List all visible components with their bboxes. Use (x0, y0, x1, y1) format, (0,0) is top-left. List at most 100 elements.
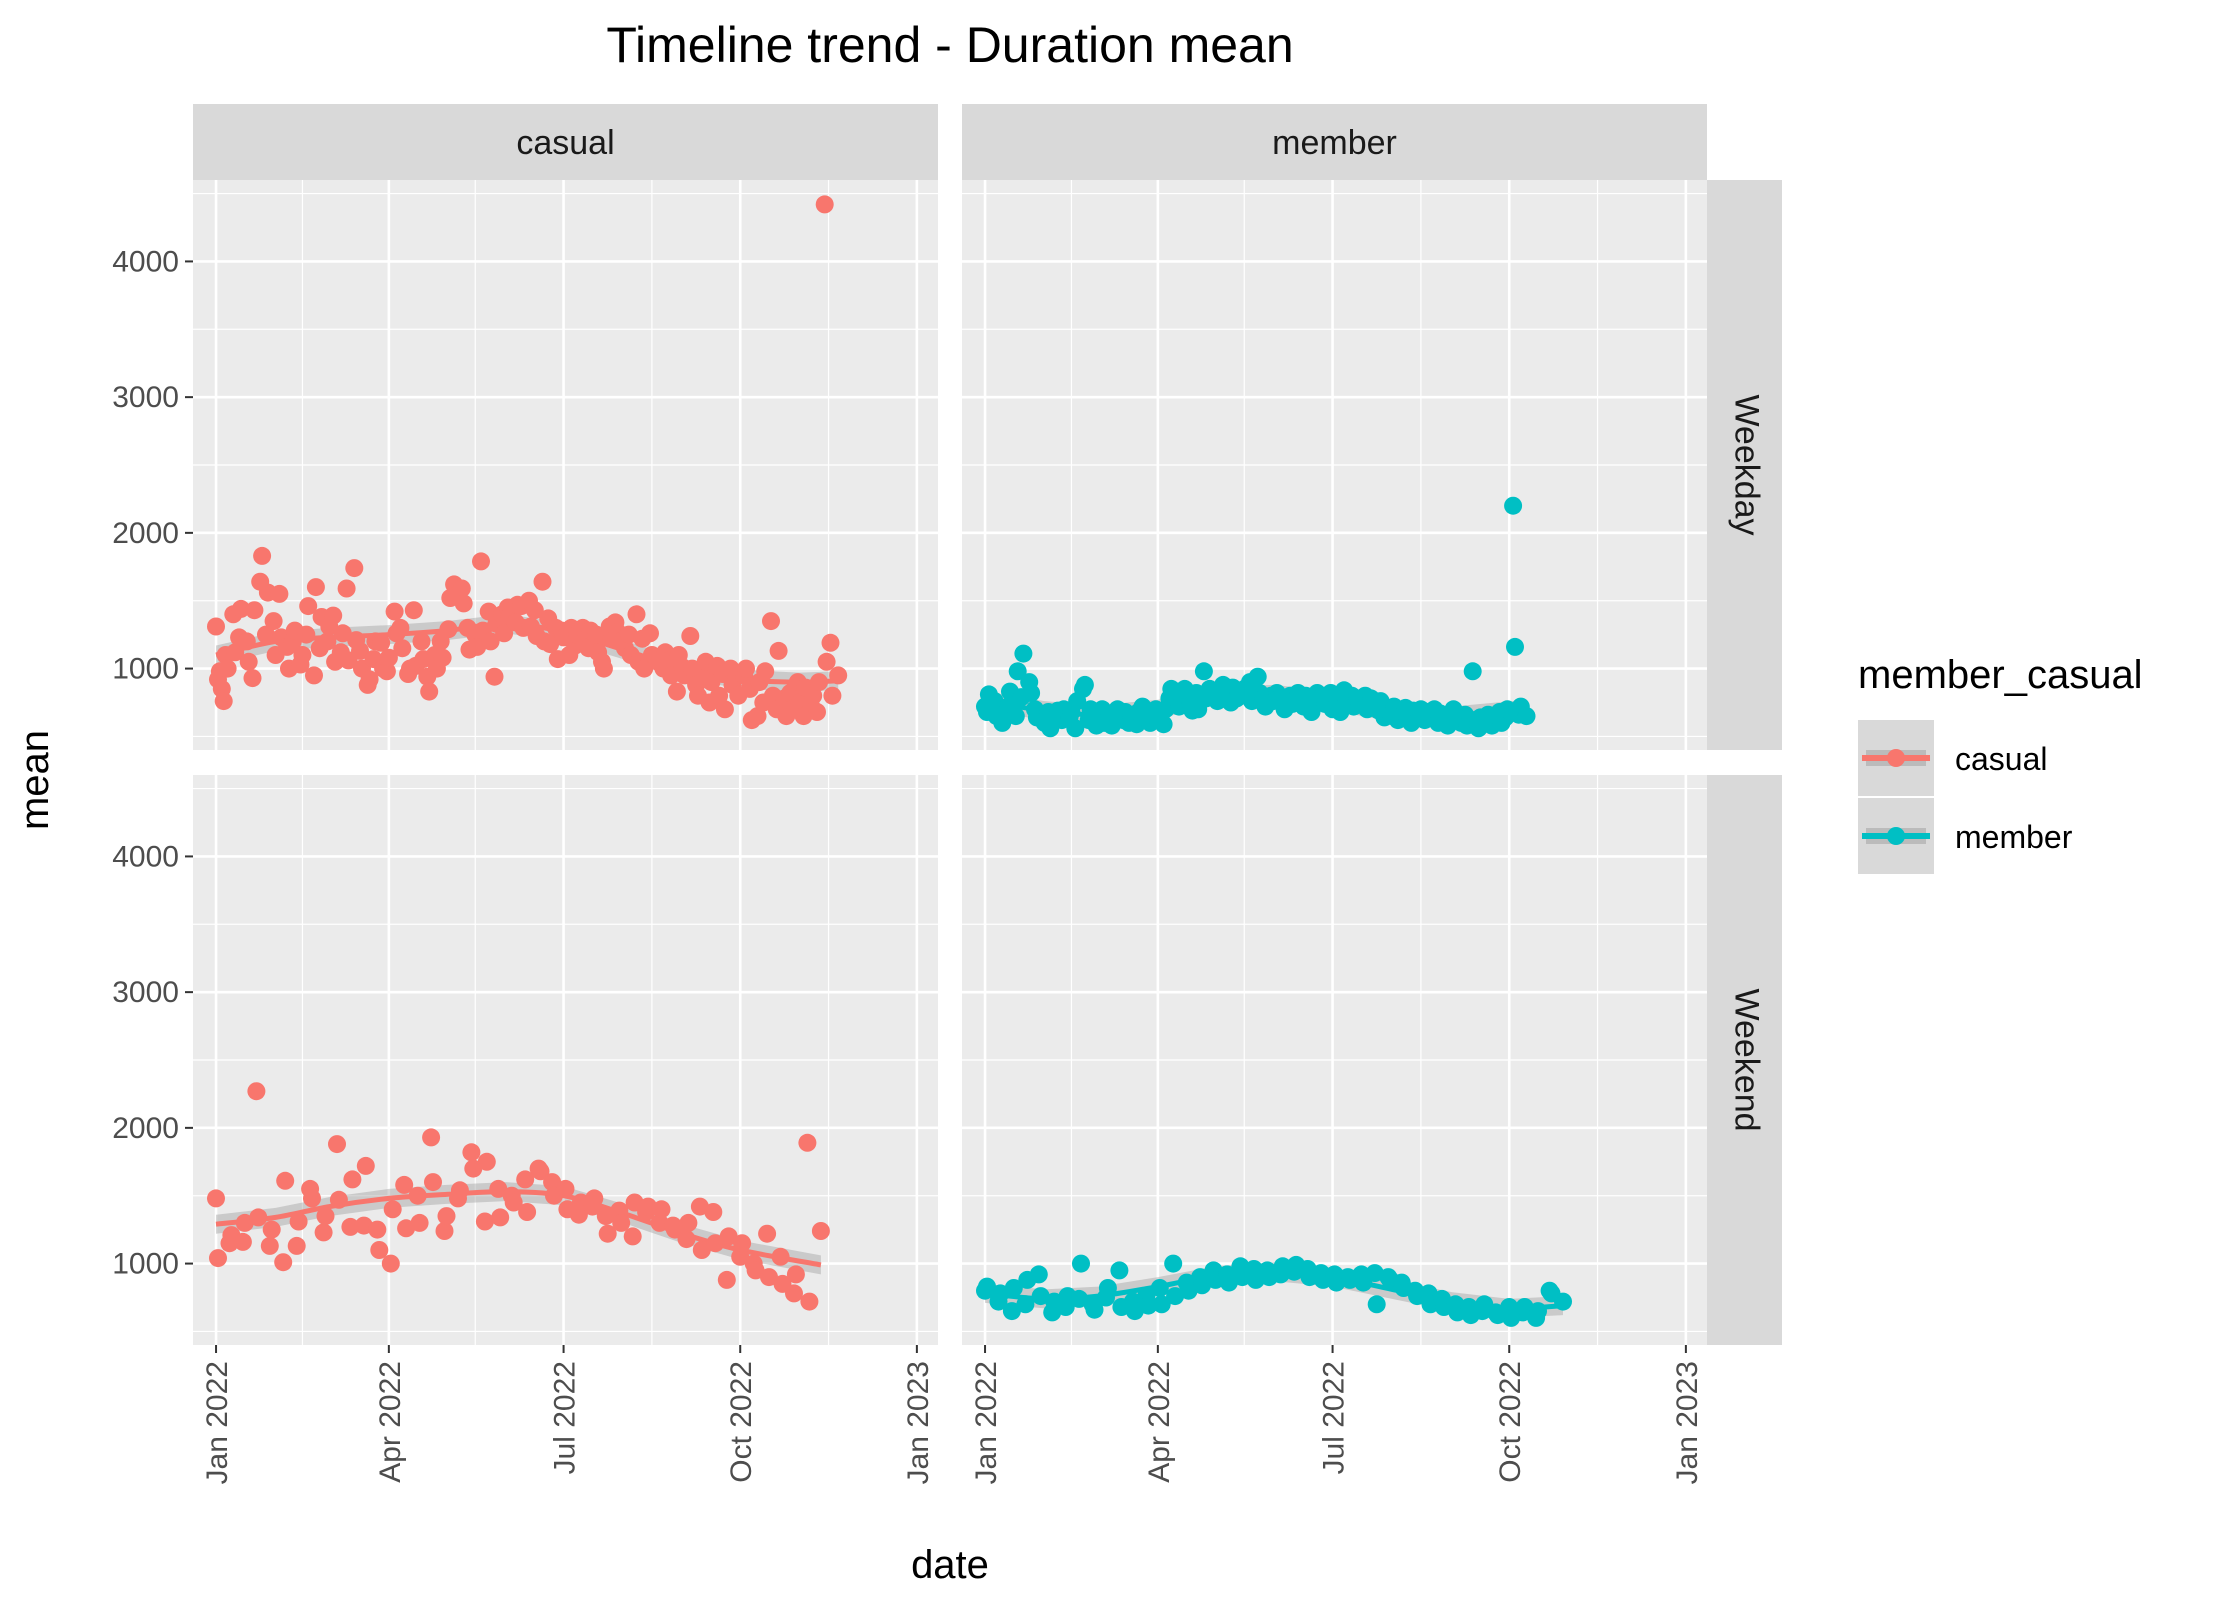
data-point (815, 195, 834, 214)
data-point (587, 625, 606, 644)
data-point (1125, 1302, 1144, 1321)
data-point (704, 1203, 723, 1221)
data-point (1248, 667, 1267, 686)
data-point (395, 1175, 414, 1194)
data-point (1164, 1254, 1183, 1273)
data-point (641, 624, 659, 643)
data-point (262, 1220, 281, 1239)
data-point (306, 578, 325, 597)
data-point (370, 1241, 389, 1259)
data-point (257, 625, 275, 644)
data-point (1193, 1276, 1211, 1295)
data-point (1554, 1292, 1572, 1311)
data-point (1022, 684, 1041, 702)
data-point (817, 652, 836, 671)
data-point (623, 1227, 642, 1246)
data-point (233, 1232, 252, 1251)
data-point (612, 1213, 631, 1232)
data-point (356, 1156, 375, 1175)
data-point (1506, 637, 1524, 656)
data-point (541, 635, 560, 654)
data-point (391, 618, 410, 637)
legend-title: member_casual (1858, 653, 2143, 697)
data-point (1139, 1296, 1158, 1315)
x-tick-label: Apr 2022 (374, 1361, 407, 1483)
x-tick-label: Oct 2022 (725, 1361, 758, 1483)
data-point (253, 546, 272, 565)
data-point (383, 1200, 402, 1219)
data-point (209, 1249, 227, 1268)
data-point (393, 639, 412, 658)
panel-casual-weekend (193, 775, 938, 1345)
data-point (303, 1189, 321, 1208)
data-point (239, 652, 258, 671)
data-point (372, 633, 391, 652)
data-point (397, 1219, 416, 1238)
data-point (1031, 1287, 1050, 1306)
data-point (437, 1207, 456, 1226)
data-point (218, 659, 237, 678)
data-point (717, 1270, 736, 1289)
column-strip (193, 104, 938, 180)
data-point (385, 602, 404, 621)
data-point (333, 624, 352, 643)
data-point (598, 1224, 617, 1243)
y-axis-title: mean (13, 730, 57, 830)
data-point (1517, 707, 1536, 726)
data-point (341, 1217, 360, 1236)
data-point (533, 572, 552, 591)
data-point (1110, 1261, 1129, 1280)
data-point (594, 659, 613, 678)
data-point (706, 1234, 725, 1253)
data-point (477, 1152, 496, 1171)
data-point (404, 601, 423, 620)
data-point (485, 667, 504, 686)
data-point (804, 686, 823, 705)
data-point (1463, 662, 1482, 681)
legend-label: member (1955, 819, 2073, 855)
x-tick-label: Apr 2022 (1143, 1361, 1176, 1483)
data-point (329, 1190, 348, 1209)
data-point (737, 659, 755, 678)
data-point (1365, 1264, 1384, 1283)
data-point (762, 612, 780, 631)
y-tick-label: 4000 (112, 245, 179, 278)
row-strip-label: Weekday (1728, 394, 1766, 535)
data-point (264, 612, 283, 631)
data-point (424, 1173, 442, 1192)
data-point (823, 686, 842, 705)
data-point (381, 1254, 400, 1273)
data-point (270, 584, 289, 603)
column-strip (962, 104, 1707, 180)
data-point (439, 620, 458, 639)
data-point (677, 1230, 696, 1249)
data-point (1072, 1254, 1090, 1273)
data-point (232, 599, 250, 618)
data-point (328, 1135, 346, 1154)
data-point (1367, 1295, 1386, 1314)
data-point (368, 1220, 387, 1239)
data-point (420, 682, 439, 701)
x-tick-label: Jan 2023 (1671, 1361, 1704, 1484)
data-point (287, 1236, 306, 1255)
data-point (667, 682, 686, 701)
data-point (639, 1197, 658, 1216)
data-point (1006, 707, 1025, 726)
column-strip-label: member (1272, 124, 1397, 162)
data-point (297, 625, 316, 644)
panel-casual-weekday (193, 180, 938, 750)
data-point (978, 1277, 996, 1296)
data-point (226, 643, 245, 662)
data-point (692, 1241, 711, 1259)
data-point (324, 606, 343, 625)
data-point (249, 1208, 268, 1227)
data-point (207, 1189, 225, 1208)
data-point (1002, 1302, 1021, 1321)
data-point (305, 666, 323, 685)
data-point (245, 601, 264, 620)
data-point (214, 692, 233, 711)
data-point (516, 1170, 535, 1189)
data-point (289, 1212, 308, 1231)
data-point (810, 673, 828, 692)
data-point (235, 1213, 254, 1232)
